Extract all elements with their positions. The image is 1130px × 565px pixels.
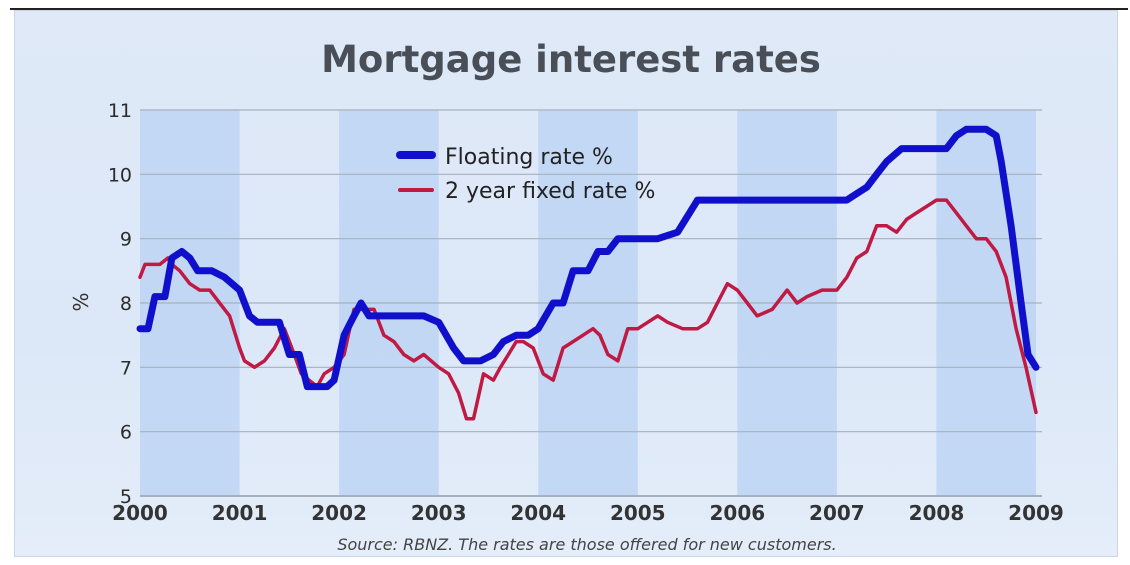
- chart-title: Mortgage interest rates: [321, 38, 821, 81]
- legend-fixed-label: 2 year fixed rate %: [445, 179, 655, 204]
- x-tick-2008: 2008: [909, 501, 965, 525]
- y-tick-6: 6: [120, 422, 132, 444]
- x-tick-2005: 2005: [610, 501, 666, 525]
- x-tick-2006: 2006: [709, 501, 765, 525]
- x-tick-2007: 2007: [809, 501, 865, 525]
- x-tick-2000: 2000: [112, 501, 168, 525]
- legend-floating-label: Floating rate %: [445, 145, 613, 170]
- y-tick-9: 9: [120, 229, 132, 251]
- y-axis-label: %: [69, 292, 93, 311]
- x-tick-2003: 2003: [411, 501, 467, 525]
- y-tick-8: 8: [120, 293, 132, 315]
- x-tick-2002: 2002: [311, 501, 367, 525]
- y-tick-10: 10: [108, 164, 132, 186]
- y-tick-11: 11: [108, 100, 132, 122]
- source-note: Source: RBNZ. The rates are those offere…: [337, 535, 836, 554]
- y-tick-7: 7: [120, 357, 132, 379]
- x-tick-2001: 2001: [212, 501, 268, 525]
- x-tick-labels: 2000 2001 2002 2003 2004 2005 2006 2007 2008 2009: [112, 501, 1064, 525]
- x-tick-2004: 2004: [510, 501, 566, 525]
- x-tick-2009: 2009: [1008, 501, 1064, 525]
